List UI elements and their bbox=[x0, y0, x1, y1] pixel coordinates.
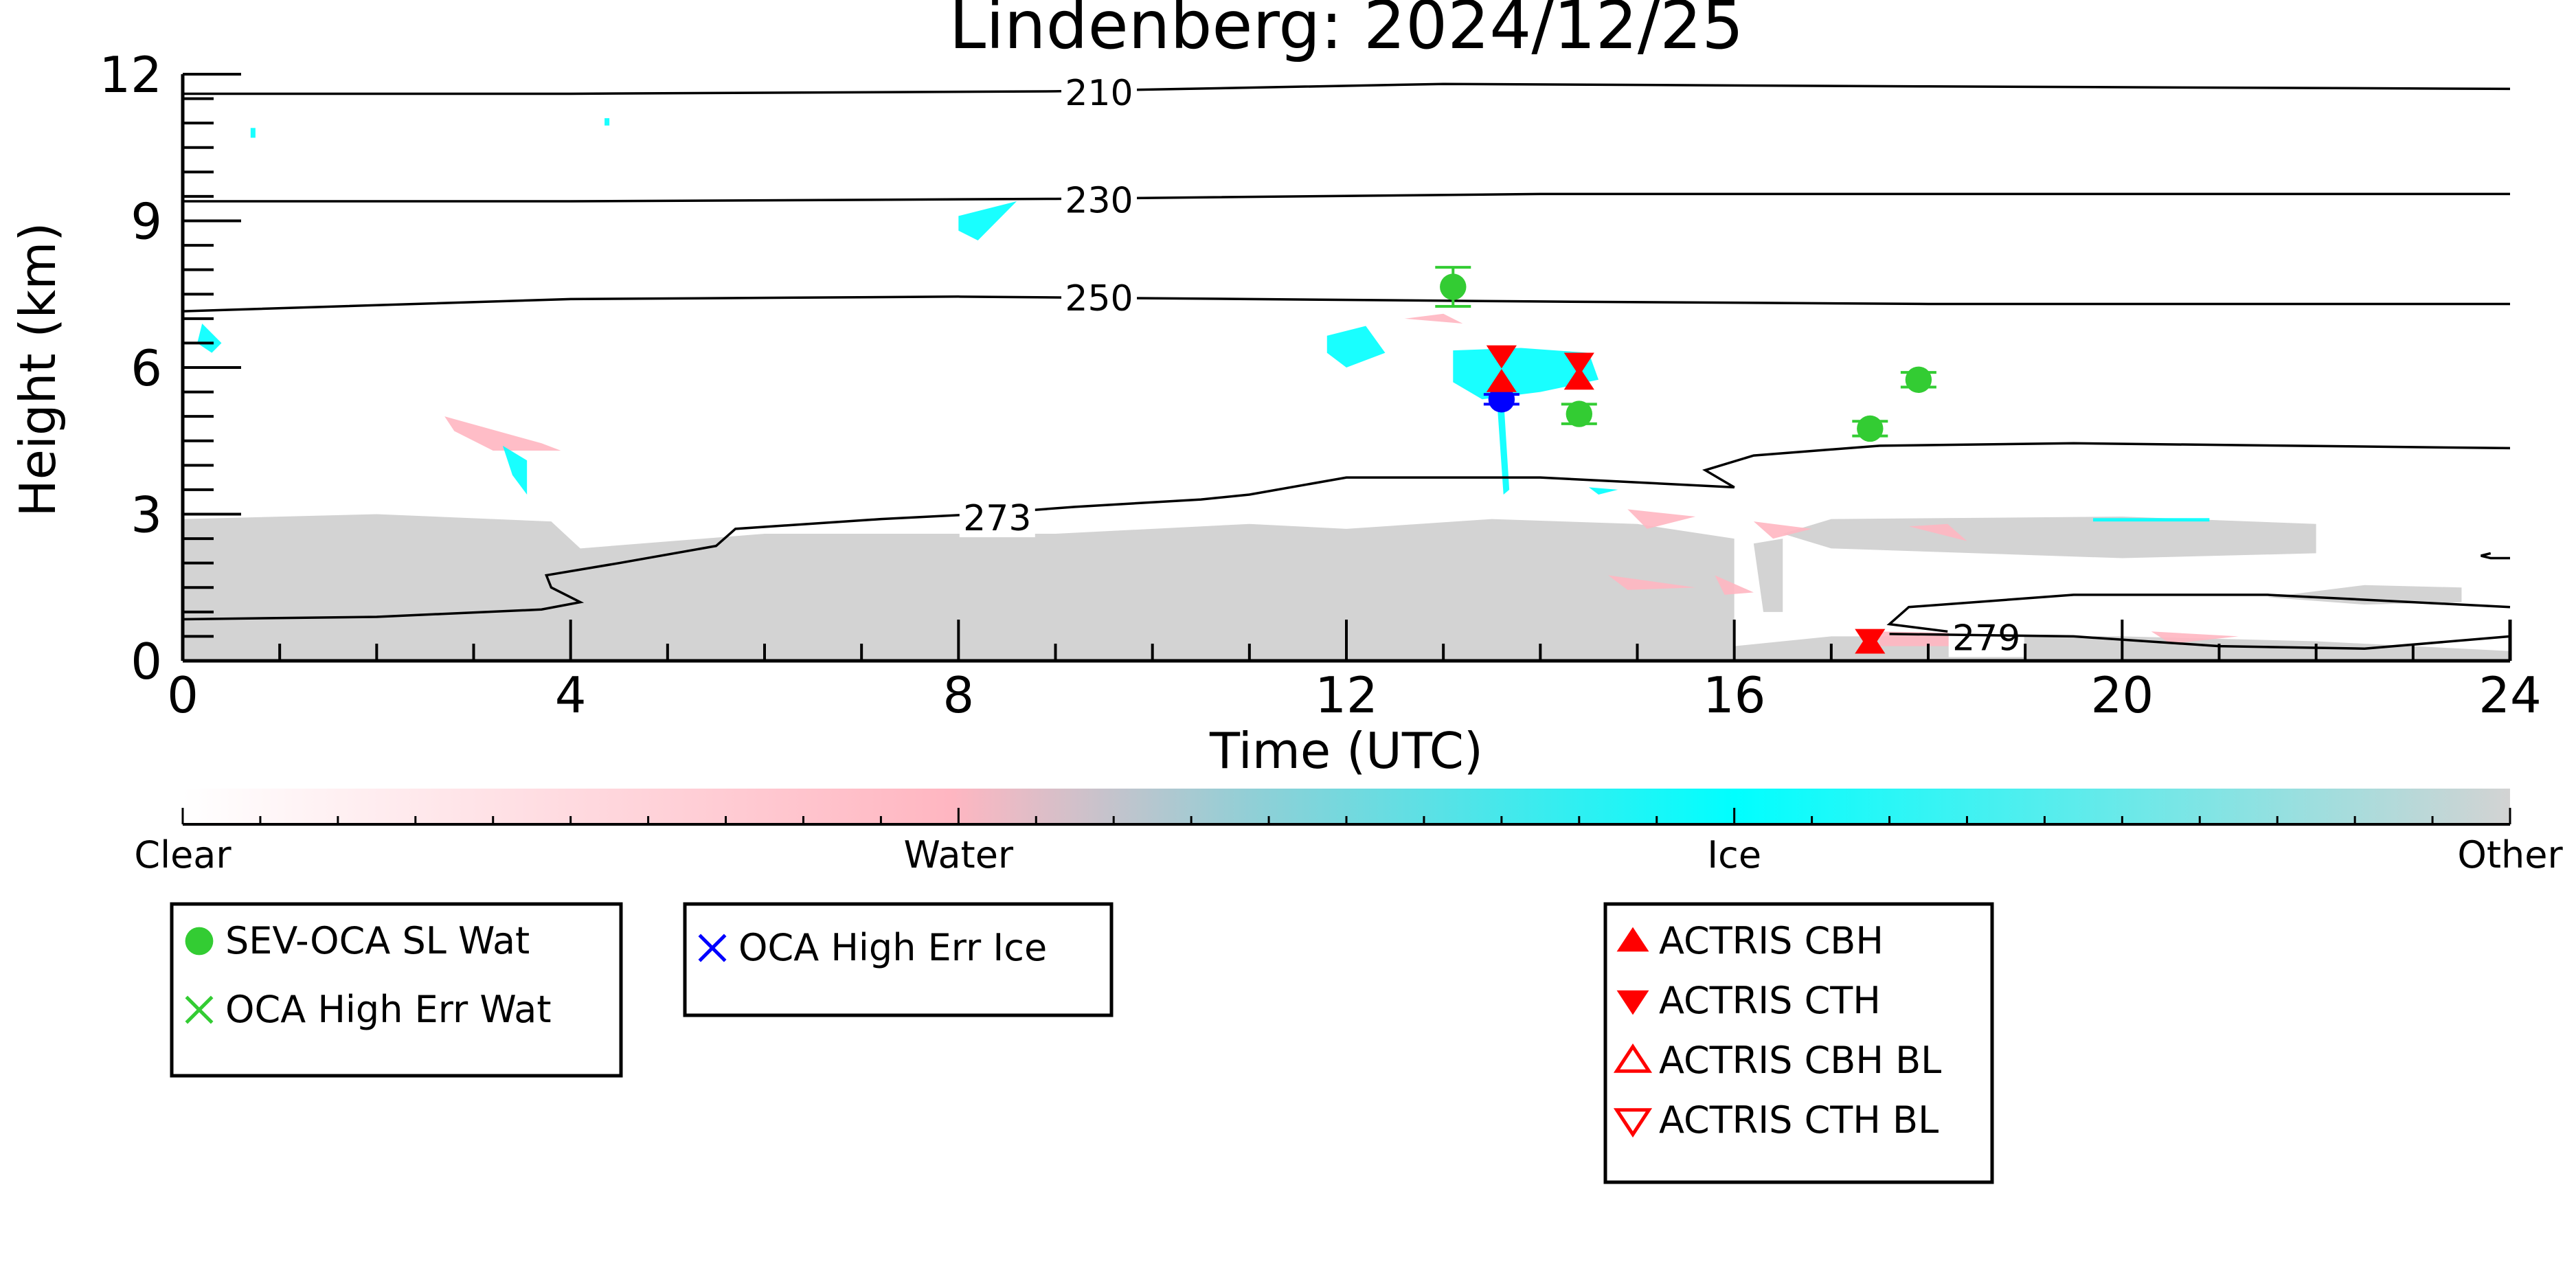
contour-label-273: 273 bbox=[963, 498, 1031, 539]
cloud-region-ice-19 bbox=[1496, 396, 1510, 495]
marker-actris-cth-1 bbox=[1563, 352, 1594, 376]
legend-label-actris-cth-bl: ACTRIS CTH BL bbox=[1659, 1098, 1939, 1142]
cloud-region-water-9 bbox=[1608, 575, 1696, 590]
cloud-region-water-6 bbox=[1627, 509, 1696, 529]
x-tick-label-12: 12 bbox=[1315, 666, 1378, 724]
x-tick-label-20: 20 bbox=[2091, 666, 2154, 724]
legend-marker-actris-cbh bbox=[1616, 927, 1649, 952]
legend-marker-actris-cth-bl bbox=[1613, 1108, 1653, 1138]
contour-line-0 bbox=[183, 82, 2511, 95]
legend-actris: ACTRIS CBH ACTRIS CTH ACTRIS CBH BL ACTRIS … bbox=[1603, 902, 1994, 1184]
marker-actris-cbh-0 bbox=[1486, 369, 1517, 392]
contour-line-4 bbox=[1886, 594, 2511, 633]
legend-oca-ice-frame bbox=[683, 902, 1114, 1017]
marker-actris-cth-0 bbox=[1486, 345, 1517, 369]
marker-sev-oca-sl-wat-3 bbox=[1905, 366, 1932, 393]
colorbar-label-clear: Clear bbox=[134, 833, 231, 877]
contour-line-2 bbox=[182, 295, 2510, 313]
phase-colorbar: Clear Water Ice Other bbox=[134, 789, 2563, 877]
legends: SEV-OCA SL Wat OCA High Err Wat OCA High E… bbox=[170, 902, 1994, 1184]
chart-title: Lindenberg: 2024/12/25 bbox=[949, 0, 1744, 64]
colorbar-label-water: Water bbox=[904, 833, 1014, 877]
cloud-region-ice-23 bbox=[1588, 487, 1618, 495]
contour-label-230: 230 bbox=[1065, 180, 1133, 221]
legend-marker-oca-high-err-ice bbox=[698, 934, 727, 962]
retrieval-markers bbox=[1435, 266, 1936, 654]
legend-marker-sev-oca-sl-wat bbox=[185, 927, 214, 956]
y-axis-label: Height (km) bbox=[9, 223, 67, 517]
cloud-region-other-4 bbox=[1753, 539, 1783, 612]
contour-label-210: 210 bbox=[1065, 73, 1133, 114]
x-tick-label-24: 24 bbox=[2478, 666, 2542, 724]
contour-line-6 bbox=[2481, 552, 2510, 560]
x-tick-label-8: 8 bbox=[942, 666, 974, 724]
legend-actris-frame bbox=[1603, 902, 1994, 1184]
marker-sev-oca-sl-wat-2 bbox=[1857, 415, 1884, 442]
legend-label-actris-cth: ACTRIS CTH bbox=[1659, 979, 1881, 1022]
y-tick-label-12: 12 bbox=[99, 46, 162, 104]
cloud-region-water-10 bbox=[1715, 575, 1754, 595]
legend-label-oca-high-err-ice: OCA High Err Ice bbox=[738, 926, 1047, 969]
cloud-region-water-7 bbox=[1753, 521, 1812, 539]
cloud-region-ice-14 bbox=[197, 323, 222, 353]
marker-actris-cth-2 bbox=[1855, 629, 1886, 653]
marker-sev-oca-sl-wat-1 bbox=[1566, 400, 1592, 427]
legend-label-actris-cbh-bl: ACTRIS CBH BL bbox=[1659, 1039, 1941, 1082]
cloud-region-ice-15 bbox=[502, 445, 528, 495]
cloud-region-ice-18 bbox=[1453, 348, 1599, 400]
y-tick-label-0: 0 bbox=[131, 633, 162, 690]
contour-line-1 bbox=[183, 192, 2510, 203]
contour-label-bg-0 bbox=[1061, 70, 1138, 112]
legend-marker-actris-cth bbox=[1616, 990, 1649, 1015]
cloud-region-other-2 bbox=[1783, 517, 2316, 558]
y-tick-label-3: 3 bbox=[131, 486, 162, 544]
contour-label-279: 279 bbox=[1952, 618, 2020, 659]
contour-label-bg-2 bbox=[1061, 275, 1138, 317]
contour-label-bg-1 bbox=[1061, 178, 1138, 220]
cloud-region-water-12 bbox=[2151, 631, 2239, 644]
marker-oca-high-err-ice-0 bbox=[1488, 386, 1515, 413]
contour-label-bg-3 bbox=[959, 496, 1035, 538]
legend-label-oca-high-err-wat: OCA High Err Wat bbox=[225, 988, 552, 1031]
cloud-region-ice-16 bbox=[958, 201, 1017, 240]
plot-axes: 0 3 6 9 12 0 4 8 12 16 20 24 bbox=[99, 46, 2541, 724]
legend-label-sev-oca-sl-wat: SEV-OCA SL Wat bbox=[225, 919, 530, 962]
cloud-region-ice-20 bbox=[250, 128, 256, 138]
y-tick-label-6: 6 bbox=[131, 339, 162, 397]
cloud-region-water-5 bbox=[444, 416, 561, 451]
cloud-region-ice-22 bbox=[2092, 518, 2210, 522]
cloud-region-ice-17 bbox=[1326, 326, 1386, 368]
marker-sev-oca-sl-wat-0 bbox=[1440, 273, 1467, 300]
legend-label-actris-cbh: ACTRIS CBH bbox=[1659, 919, 1884, 962]
legend-oca-water-frame bbox=[170, 902, 623, 1078]
y-tick-label-9: 9 bbox=[131, 193, 162, 251]
cloud-region-other-3 bbox=[2268, 585, 2462, 605]
x-tick-label-0: 0 bbox=[167, 666, 199, 724]
cloud-region-water-13 bbox=[1404, 313, 1463, 324]
cloud-region-ice-21 bbox=[605, 118, 610, 126]
colorbar-label-other: Other bbox=[2457, 833, 2563, 877]
x-tick-label-16: 16 bbox=[1703, 666, 1766, 724]
colorbar-label-ice: Ice bbox=[1707, 833, 1761, 877]
legend-oca-ice: OCA High Err Ice bbox=[683, 902, 1114, 1017]
legend-marker-oca-high-err-wat bbox=[185, 995, 214, 1024]
cloud-region-water-8 bbox=[1908, 523, 1967, 541]
legend-oca-water: SEV-OCA SL Wat OCA High Err Wat bbox=[170, 902, 623, 1078]
cloud-phase-regions bbox=[183, 118, 2510, 661]
x-tick-label-4: 4 bbox=[555, 666, 587, 724]
x-axis-label: Time (UTC) bbox=[1209, 722, 1483, 780]
legend-marker-actris-cbh-bl bbox=[1613, 1043, 1653, 1073]
contour-label-250: 250 bbox=[1065, 278, 1133, 319]
marker-actris-cbh-1 bbox=[1563, 366, 1594, 390]
